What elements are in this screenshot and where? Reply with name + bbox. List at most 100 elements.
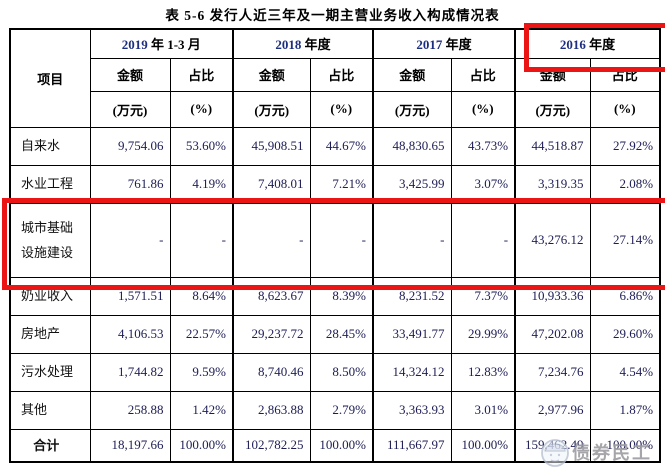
- unit-amount: (万元): [89, 90, 171, 128]
- column-header-ratio: 占比: [309, 57, 375, 92]
- table-row-sewage: 污水处理 1,744.82 9.59% 8,740.46 8.50% 14,32…: [9, 352, 661, 392]
- cell-ratio-2017: 100.00%: [450, 428, 517, 463]
- cell-amount-2016: 3,319.35: [514, 164, 591, 204]
- column-header-amount: 金额: [89, 57, 171, 92]
- cell-ratio-2018: 28.45%: [309, 314, 375, 354]
- cell-ratio-2018: -: [309, 202, 375, 278]
- column-header-ratio: 占比: [169, 57, 234, 92]
- cell-ratio-2019: 100.00%: [169, 428, 234, 463]
- cell-amount-2019: 9,754.06: [89, 126, 171, 166]
- table-row-other: 其他 258.88 1.42% 2,863.88 2.79% 3,363.93 …: [9, 390, 661, 430]
- cell-amount-2019: 1,744.82: [89, 352, 171, 392]
- row-label: 奶业收入: [9, 276, 91, 316]
- cell-amount-2019: 1,571.51: [89, 276, 171, 316]
- cell-ratio-2019: -: [169, 202, 234, 278]
- cell-ratio-2018: 8.50%: [309, 352, 375, 392]
- cell-ratio-2016: 27.14%: [589, 202, 661, 278]
- cell-ratio-2019: 53.60%: [169, 126, 234, 166]
- cell-amount-2016: 44,518.87: [514, 126, 591, 166]
- cell-amount-2017: -: [372, 202, 452, 278]
- cell-ratio-2017: 43.73%: [450, 126, 517, 166]
- cell-amount-2018: 102,782.25: [232, 428, 311, 463]
- revenue-table: 项目 2019 年 1-3 月 2018 年度 2017 年度 2016 年度 …: [9, 28, 662, 463]
- unit-ratio: (%): [589, 90, 661, 128]
- row-label: 城市基础设施建设: [9, 202, 91, 278]
- column-header-amount: 金额: [232, 57, 311, 92]
- cell-ratio-2016: 2.08%: [589, 164, 661, 204]
- column-header-item: 项目: [9, 28, 91, 128]
- column-header-amount: 金额: [514, 57, 591, 92]
- cell-ratio-2019: 8.64%: [169, 276, 234, 316]
- cell-amount-2019: -: [89, 202, 171, 278]
- cell-amount-2018: -: [232, 202, 311, 278]
- table-header-row-labels: 金额 占比 金额 占比 金额 占比 金额 占比: [10, 57, 661, 92]
- column-group-2016: 2016 年度: [514, 28, 661, 59]
- year-digits: 2018: [275, 37, 302, 53]
- cell-ratio-2017: 7.37%: [450, 276, 517, 316]
- cell-ratio-2017: 29.99%: [450, 314, 517, 354]
- row-label: 污水处理: [9, 352, 91, 392]
- unit-amount: (万元): [372, 90, 452, 128]
- unit-ratio: (%): [450, 90, 517, 128]
- cell-ratio-2017: 3.01%: [450, 390, 517, 430]
- year-suffix: 年度: [585, 37, 616, 53]
- row-label: 房地产: [9, 314, 91, 354]
- cell-amount-2017: 3,425.99: [372, 164, 452, 204]
- cell-amount-2018: 29,237.72: [232, 314, 311, 354]
- table-row-water-engineering: 水业工程 761.86 4.19% 7,408.01 7.21% 3,425.9…: [9, 164, 661, 204]
- unit-amount: (万元): [514, 90, 591, 128]
- cell-amount-2018: 7,408.01: [232, 164, 311, 204]
- cell-ratio-2018: 100.00%: [309, 428, 375, 463]
- cell-amount-2017: 14,324.12: [372, 352, 452, 392]
- cell-amount-2019: 18,197.66: [89, 428, 171, 463]
- cell-amount-2016: 2,977.96: [514, 390, 591, 430]
- column-group-2018: 2018 年度: [232, 28, 375, 59]
- cell-amount-2019: 258.88: [89, 390, 171, 430]
- cell-amount-2016: 10,933.36: [514, 276, 591, 316]
- cell-amount-2017: 3,363.93: [372, 390, 452, 430]
- cell-amount-2017: 48,830.65: [372, 126, 452, 166]
- cell-amount-2017: 111,667.97: [372, 428, 452, 463]
- cell-amount-2017: 33,491.77: [372, 314, 452, 354]
- cell-ratio-2016: 29.60%: [589, 314, 661, 354]
- unit-amount: (万元): [232, 90, 311, 128]
- cell-ratio-2016: 6.86%: [589, 276, 661, 316]
- cell-ratio-2017: 3.07%: [450, 164, 517, 204]
- cell-amount-2018: 2,863.88: [232, 390, 311, 430]
- cell-amount-2019: 761.86: [89, 164, 171, 204]
- cell-ratio-2019: 9.59%: [169, 352, 234, 392]
- cell-amount-2016: 47,202.08: [514, 314, 591, 354]
- cell-ratio-2019: 1.42%: [169, 390, 234, 430]
- table-row-tap-water: 自来水 9,754.06 53.60% 45,908.51 44.67% 48,…: [9, 126, 661, 166]
- row-label-total: 合计: [9, 428, 91, 463]
- cell-amount-2016: 43,276.12: [514, 202, 591, 278]
- year-digits: 2016: [559, 37, 586, 53]
- cell-ratio-2016: 4.54%: [589, 352, 661, 392]
- cell-ratio-2019: 22.57%: [169, 314, 234, 354]
- cell-ratio-2018: 7.21%: [309, 164, 375, 204]
- cell-ratio-2018: 44.67%: [309, 126, 375, 166]
- cell-amount-2018: 8,623.67: [232, 276, 311, 316]
- row-label: 自来水: [9, 126, 91, 166]
- table-row-urban-infrastructure: 城市基础设施建设 - - - - - - 43,276.12 27.14%: [9, 202, 661, 278]
- year-suffix: 年度: [301, 37, 331, 53]
- table-header-row-units: (万元) (%) (万元) (%) (万元) (%) (万元) (%): [10, 90, 661, 128]
- cell-amount-2017: 8,231.52: [372, 276, 452, 316]
- cell-ratio-2016: 100.00%: [589, 428, 661, 463]
- column-header-ratio: 占比: [589, 57, 661, 92]
- year-digits: 2017: [416, 37, 443, 53]
- cell-ratio-2019: 4.19%: [169, 164, 234, 204]
- cell-ratio-2017: 12.83%: [450, 352, 517, 392]
- table-row-total: 合计 18,197.66 100.00% 102,782.25 100.00% …: [9, 428, 661, 463]
- cell-ratio-2017: -: [450, 202, 517, 278]
- cell-ratio-2018: 8.39%: [309, 276, 375, 316]
- cell-amount-2016: 159,462.49: [514, 428, 591, 463]
- column-header-ratio: 占比: [450, 57, 517, 92]
- year-suffix: 年 1-3 月: [147, 37, 201, 53]
- year-digits: 2019: [121, 37, 148, 53]
- table-header-row-years: 项目 2019 年 1-3 月 2018 年度 2017 年度 2016 年度: [9, 28, 661, 128]
- unit-ratio: (%): [169, 90, 234, 128]
- table-row-real-estate: 房地产 4,106.53 22.57% 29,237.72 28.45% 33,…: [9, 314, 661, 354]
- cell-amount-2019: 4,106.53: [89, 314, 171, 354]
- cell-amount-2016: 7,234.76: [514, 352, 591, 392]
